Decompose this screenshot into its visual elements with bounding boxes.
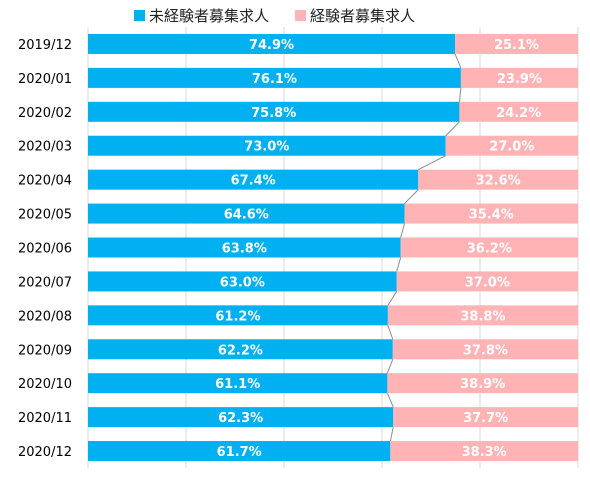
bar-series-2	[392, 339, 578, 360]
bar-series-2	[418, 169, 578, 190]
bar-series-1	[88, 169, 419, 190]
series-line	[389, 427, 394, 442]
data-label-series-1: 73.0%	[244, 140, 289, 155]
data-label-series-1: 74.9%	[249, 38, 294, 53]
bar-series-2	[404, 203, 578, 224]
category-tick-label: 2020/11	[18, 411, 72, 426]
data-label-series-2: 24.2%	[496, 106, 541, 121]
bars	[88, 33, 578, 462]
category-tick-label: 2020/07	[18, 275, 72, 290]
data-label-series-1: 61.2%	[215, 309, 260, 324]
bar-series-1	[88, 203, 405, 224]
legend-label-series-1: 未経験者募集求人	[149, 7, 269, 25]
data-label-series-2: 38.3%	[462, 445, 507, 460]
series-line	[418, 155, 446, 171]
series-line	[387, 325, 394, 340]
category-tick-label: 2019/12	[18, 38, 72, 53]
series-line	[396, 257, 402, 272]
data-label-series-1: 76.1%	[252, 72, 297, 87]
series-line	[454, 53, 462, 69]
bar-series-2	[393, 407, 578, 428]
category-tick-labels: 2019/12 2020/01 2020/02 2020/03 2020/04 2020/…	[18, 38, 72, 460]
data-label-series-2: 37.7%	[463, 411, 508, 426]
data-label-series-2: 25.1%	[494, 38, 539, 53]
data-label-series-2: 27.0%	[489, 140, 534, 155]
category-tick-label: 2020/03	[18, 140, 72, 155]
data-label-series-1: 62.3%	[218, 411, 263, 426]
category-tick-label: 2020/08	[18, 309, 72, 324]
data-label-series-1: 61.7%	[217, 445, 262, 460]
data-label-series-2: 23.9%	[497, 72, 542, 87]
series-line	[386, 392, 394, 408]
data-label-series-2: 37.8%	[463, 343, 508, 358]
bar-series-2	[400, 237, 578, 258]
data-labels: 74.9% 25.1% 76.1% 23.9% 75.8% 24.2% 73.0% 27.0%…	[215, 38, 542, 460]
bar-series-1	[88, 441, 391, 462]
data-label-series-1: 64.6%	[224, 208, 269, 223]
bar-series-1	[88, 67, 461, 88]
series-line	[387, 291, 398, 306]
bar-series-1	[88, 271, 397, 292]
bar-series-2	[460, 67, 578, 88]
series-line	[400, 223, 406, 238]
bar-series-2	[390, 441, 578, 462]
series-line	[386, 359, 394, 374]
category-tick-label: 2020/10	[18, 377, 72, 392]
bar-series-1	[88, 407, 394, 428]
legend: 未経験者募集求人 経験者募集求人	[134, 7, 415, 25]
bar-series-1	[88, 33, 456, 54]
bar-series-1	[88, 135, 446, 156]
data-label-series-1: 63.0%	[220, 275, 265, 290]
category-tick-label: 2020/04	[18, 174, 72, 189]
bar-series-2	[459, 101, 578, 122]
data-label-series-2: 32.6%	[476, 174, 521, 189]
bar-series-1	[88, 101, 460, 122]
series-line	[445, 121, 460, 137]
category-tick-label: 2020/01	[18, 72, 72, 87]
category-tick-label: 2020/12	[18, 445, 72, 460]
data-label-series-1: 62.2%	[218, 343, 263, 358]
bar-series-2	[396, 271, 578, 292]
data-label-series-2: 37.0%	[465, 275, 510, 290]
data-label-series-1: 61.1%	[215, 377, 260, 392]
bar-series-1	[88, 237, 401, 258]
series-line	[458, 87, 462, 102]
data-label-series-2: 38.9%	[460, 377, 505, 392]
category-tick-label: 2020/02	[18, 106, 72, 121]
series-lines	[386, 53, 462, 442]
category-tick-label: 2020/09	[18, 343, 72, 358]
data-label-series-2: 35.4%	[469, 208, 514, 223]
bar-series-2	[387, 373, 578, 394]
legend-swatch-series-2	[295, 10, 306, 21]
data-label-series-1: 63.8%	[222, 242, 267, 257]
bar-series-1	[88, 305, 388, 326]
bar-series-2	[445, 135, 578, 156]
data-label-series-1: 67.4%	[231, 174, 276, 189]
data-label-series-2: 36.2%	[467, 242, 512, 257]
data-label-series-1: 75.8%	[251, 106, 296, 121]
bar-series-2	[387, 305, 578, 326]
category-tick-label: 2020/06	[18, 242, 72, 257]
legend-label-series-2: 経験者募集求人	[310, 7, 415, 25]
series-line	[404, 189, 419, 204]
bar-series-2	[455, 33, 578, 54]
bar-series-1	[88, 339, 393, 360]
bar-series-1	[88, 373, 388, 394]
legend-swatch-series-1	[134, 10, 145, 21]
data-label-series-2: 38.8%	[460, 309, 505, 324]
category-tick-label: 2020/05	[18, 208, 72, 223]
